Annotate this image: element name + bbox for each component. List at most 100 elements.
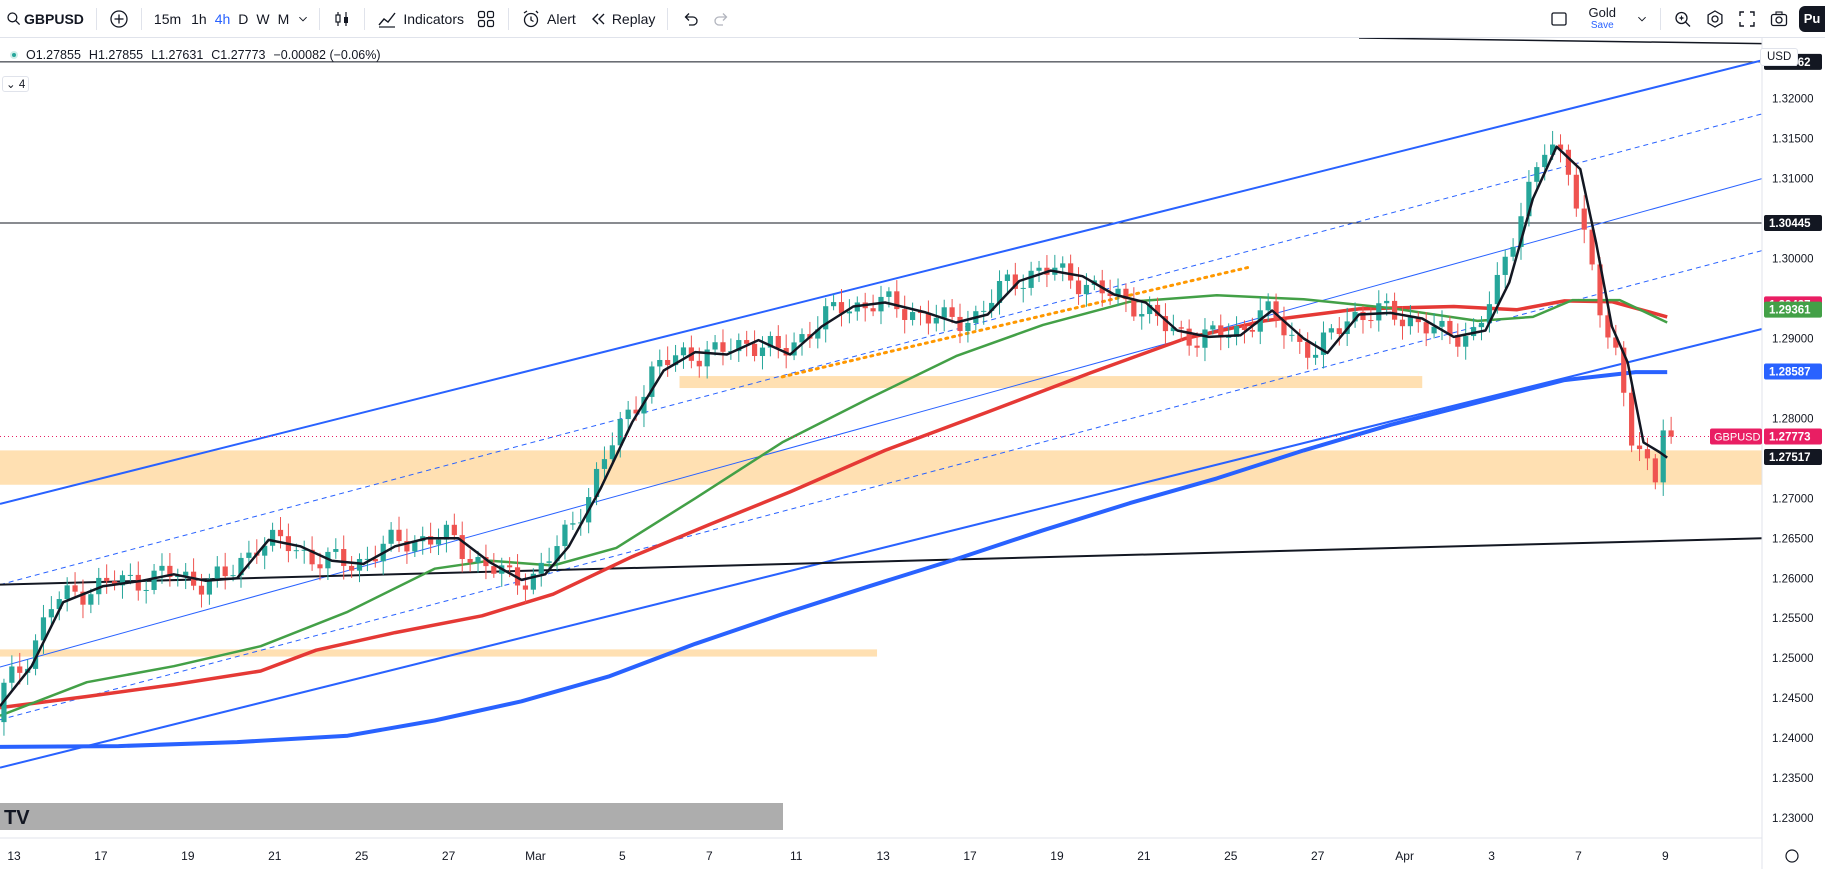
candle-body[interactable] [633,409,639,414]
price-label-box[interactable] [1764,301,1822,318]
candle-body[interactable] [1036,267,1042,271]
candle-body[interactable] [1644,449,1651,459]
candle-body[interactable] [1028,270,1034,288]
candle-body[interactable] [1581,208,1587,230]
candle-body[interactable] [989,302,995,311]
candle-body[interactable] [1376,303,1382,321]
candle-body[interactable] [372,558,378,562]
candle-body[interactable] [412,541,418,552]
candle-body[interactable] [40,617,47,641]
candle-body[interactable] [744,340,750,344]
candle-body[interactable] [467,558,473,563]
compare-button[interactable] [103,0,135,38]
candle-body[interactable] [1178,327,1184,329]
channel-quarter-line[interactable] [0,113,1762,586]
candle-body[interactable] [17,666,23,673]
candle-body[interactable] [9,666,15,683]
candle-body[interactable] [1115,288,1121,296]
candle-body[interactable] [175,575,181,577]
candle-body[interactable] [388,529,394,544]
candle-body[interactable] [64,585,70,600]
ma-line-ema-10[interactable] [0,145,1668,707]
channel-mid-line[interactable] [0,178,1762,668]
candle-body[interactable] [1210,325,1216,330]
candle-body[interactable] [1668,430,1674,437]
candle-body[interactable] [1589,229,1595,265]
candle-body[interactable] [846,311,852,314]
support-zone[interactable] [0,450,1762,485]
candle-body[interactable] [1502,256,1508,275]
candle-body[interactable] [965,322,971,332]
candle-body[interactable] [349,565,355,571]
fullscreen-button[interactable] [1731,0,1763,38]
candle-body[interactable] [277,529,284,537]
candle-body[interactable] [459,535,465,559]
candle-body[interactable] [1613,337,1619,348]
candle-body[interactable] [609,445,615,460]
candle-body[interactable] [981,310,987,312]
candle-body[interactable] [562,524,568,547]
channel-quarter-line[interactable] [0,250,1762,721]
candle-body[interactable] [443,524,450,540]
candle-body[interactable] [262,545,268,556]
candle-body[interactable] [80,591,86,605]
candle-body[interactable] [1439,320,1445,327]
indicators-button[interactable]: Indicators [371,0,470,38]
candle-body[interactable] [957,316,963,332]
candle-body[interactable] [1573,174,1579,209]
candle-body[interactable] [246,552,252,558]
candle-body[interactable] [1147,304,1153,315]
candle-body[interactable] [507,565,513,568]
candle-body[interactable] [1534,167,1540,182]
candle-body[interactable] [183,571,189,576]
candle-body[interactable] [1550,144,1556,155]
candle-body[interactable] [996,281,1003,303]
candle-body[interactable] [1542,154,1548,168]
publish-button[interactable]: Pu [1795,0,1825,38]
interval-w[interactable]: W [252,0,273,38]
candle-body[interactable] [870,308,876,312]
candle-body[interactable] [1123,288,1129,300]
candle-body[interactable] [1431,326,1437,334]
symbol-search[interactable]: GBPUSD [0,0,90,38]
gold-dropdown[interactable] [1630,0,1654,38]
candle-body[interactable] [1660,430,1666,483]
candle-body[interactable] [910,312,916,320]
candle-body[interactable] [1241,326,1248,330]
candle-body[interactable] [902,309,908,320]
settings-icon[interactable] [1785,849,1799,863]
candle-body[interactable] [775,335,781,349]
candle-body[interactable] [72,585,78,592]
candle-body[interactable] [56,599,62,610]
candle-body[interactable] [530,573,536,590]
candle-body[interactable] [823,306,829,330]
support-zone[interactable] [0,649,878,657]
candle-body[interactable] [601,459,608,469]
candle-body[interactable] [720,342,726,352]
channel-upper-line[interactable] [0,59,1762,505]
candle-body[interactable] [1083,284,1090,295]
candle-body[interactable] [269,529,276,546]
replay-button[interactable]: Replay [582,0,662,38]
candle-body[interactable] [1352,311,1358,322]
candle-body[interactable] [554,546,560,562]
candle-body[interactable] [1478,322,1485,328]
price-label-box[interactable] [1764,428,1822,445]
candle-body[interactable] [1139,314,1145,317]
interval-1h[interactable]: 1h [187,0,211,38]
candle-body[interactable] [230,575,236,577]
candle-body[interactable] [1407,317,1413,327]
candle-body[interactable] [1131,299,1137,317]
settings-button[interactable] [1699,0,1731,38]
candle-body[interactable] [396,529,402,542]
candle-body[interactable] [830,302,837,307]
gold-badge[interactable]: Gold Save [1575,0,1630,38]
candle-body[interactable] [1202,329,1208,348]
candle-body[interactable] [435,539,442,545]
candle-body[interactable] [617,419,623,446]
undo-button[interactable] [674,0,706,38]
candle-body[interactable] [1415,317,1421,323]
candle-body[interactable] [475,557,481,563]
price-chart[interactable]: 1.32000 1.31500 1.31000 1.30000 1.29000 1.280… [0,38,1825,869]
candle-body[interactable] [135,574,141,591]
